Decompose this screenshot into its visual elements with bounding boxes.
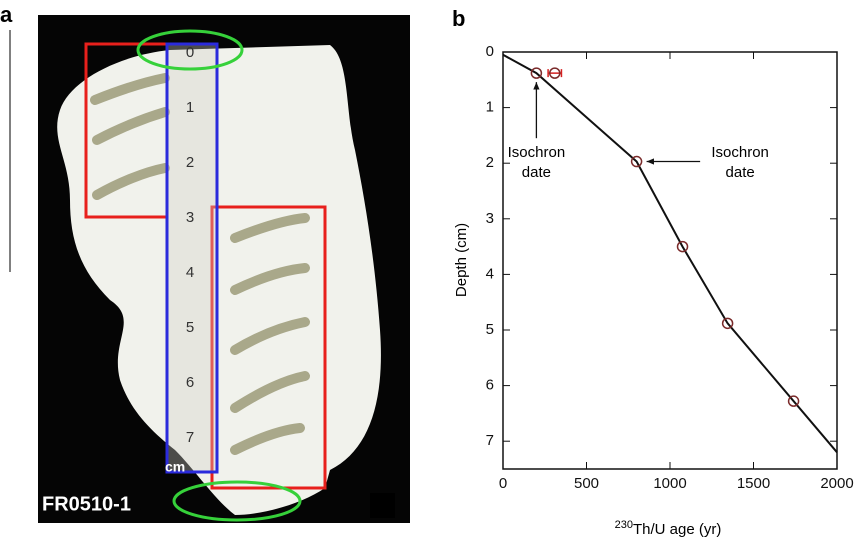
x-tick-label: 0 [499,475,507,492]
x-tick-label: 1000 [653,475,686,492]
coral-slab [57,45,381,515]
arrow-head [533,82,540,90]
ruler-unit: cm [165,459,185,475]
growth-bands [90,73,310,455]
x-tick-label: 1500 [737,475,770,492]
green-ellipse [136,29,244,71]
data-point [787,395,800,407]
x-label-sup: 230 [615,519,633,531]
plot-frame [502,51,838,470]
ruler-mark: 5 [186,319,194,336]
annotation-line: Isochron [711,144,769,161]
green-ellipse [172,480,302,522]
x-tick-label: 2000 [820,475,853,492]
data-point [530,67,543,79]
ruler-mark: 1 [186,99,194,116]
x-tick-label: 500 [574,475,599,492]
panel-label: a [0,2,13,27]
y-tick-label: 1 [486,99,494,116]
data-point [721,317,734,330]
ruler-box [165,42,219,474]
annotation: Isochron date [711,144,769,181]
y-tick-label: 0 [486,43,494,60]
annotation-line: date [726,164,755,181]
ruler-mark: 0 [186,44,194,61]
y-tick-label: 3 [486,210,494,227]
y-tick-label: 2 [486,154,494,171]
annotation: Isochron date [508,144,566,181]
y-axis-label: Depth (cm) [453,223,470,297]
ruler-mark: 7 [186,429,194,446]
ruler-mark: 6 [186,374,194,391]
scale-square [370,493,395,518]
panel-label: b [452,6,465,31]
y-tick-label: 6 [486,377,494,394]
ruler-mark: 4 [186,264,194,281]
data-point [549,67,561,79]
x-label-text: Th/U age (yr) [633,521,721,538]
y-tick-label: 7 [486,432,494,449]
y-tick-label: 5 [486,321,494,338]
sample-id: FR0510-1 [42,493,131,515]
ruler-mark: 2 [186,154,194,171]
annotation-line: date [522,164,551,181]
x-axis-label: 230Th/U age (yr) [615,519,722,538]
data-point [676,240,689,253]
age-model-line [502,53,838,453]
arrow-head [646,158,654,165]
y-tick-label: 4 [486,265,494,282]
annotation-line: Isochron [508,144,566,161]
ruler-labels: 0 1 2 3 4 5 6 7 [186,44,194,446]
ruler-mark: 3 [186,209,194,226]
data-point [630,155,643,168]
red-box [210,205,327,490]
